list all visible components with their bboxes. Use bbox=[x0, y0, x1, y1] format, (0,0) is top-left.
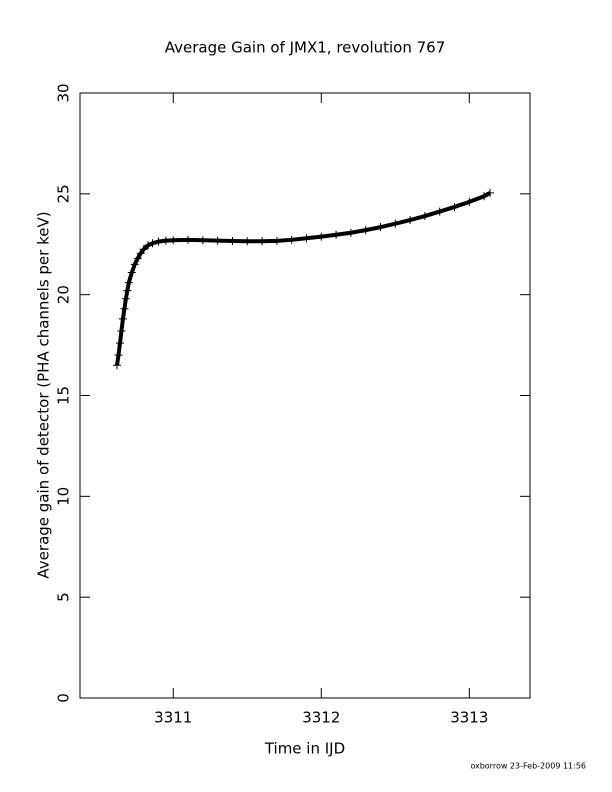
data-point bbox=[144, 241, 153, 250]
data-point bbox=[139, 245, 148, 254]
data-point bbox=[258, 237, 267, 246]
data-point bbox=[198, 236, 207, 245]
data-point bbox=[161, 236, 170, 245]
data-point bbox=[486, 188, 495, 197]
data-point bbox=[154, 237, 163, 246]
data-point bbox=[113, 361, 122, 370]
data-point bbox=[302, 234, 311, 243]
data-point bbox=[272, 236, 281, 245]
x-tick-label: 3313 bbox=[450, 709, 488, 727]
footer: oxborrow 23-Feb-2009 11:56 bbox=[470, 762, 586, 771]
y-tick-label: 25 bbox=[55, 184, 73, 203]
data-point bbox=[406, 216, 415, 225]
data-point bbox=[480, 192, 489, 201]
y-tick-label: 15 bbox=[55, 386, 73, 405]
data-point bbox=[115, 339, 124, 348]
data-point bbox=[184, 235, 193, 244]
y-tick-label: 5 bbox=[55, 592, 73, 602]
data-point bbox=[130, 260, 139, 269]
data-point bbox=[123, 286, 132, 295]
y-tick-label: 20 bbox=[55, 285, 73, 304]
y-tick-label: 30 bbox=[55, 83, 73, 102]
data-point bbox=[148, 239, 157, 248]
data-point bbox=[450, 202, 459, 211]
data-point bbox=[332, 230, 341, 239]
data-point bbox=[117, 326, 126, 335]
data-point bbox=[435, 207, 444, 216]
plot-frame bbox=[79, 92, 531, 699]
data-point bbox=[118, 314, 127, 323]
y-axis-label: Average gain of detector (PHA channels p… bbox=[35, 211, 53, 578]
x-axis-label: Time in IJD bbox=[264, 740, 345, 758]
data-point bbox=[213, 236, 222, 245]
data-point bbox=[133, 254, 142, 263]
data-point bbox=[228, 237, 237, 246]
data-point bbox=[169, 236, 178, 245]
data-line bbox=[115, 191, 492, 366]
data-point bbox=[465, 197, 474, 206]
data-point bbox=[420, 212, 429, 221]
data-point bbox=[346, 228, 355, 237]
y-tick-label: 10 bbox=[55, 487, 73, 506]
data-point bbox=[287, 235, 296, 244]
y-tick-label: 0 bbox=[55, 693, 73, 703]
chart-title: Average Gain of JMX1, revolution 767 bbox=[165, 39, 446, 57]
data-point bbox=[391, 219, 400, 228]
data-point bbox=[121, 294, 130, 303]
x-tick-label: 3311 bbox=[154, 709, 192, 727]
data-point bbox=[127, 268, 136, 277]
x-tick-label: 3312 bbox=[302, 709, 340, 727]
data-point bbox=[136, 249, 145, 258]
data-point bbox=[120, 304, 129, 313]
data-point bbox=[317, 232, 326, 241]
data-point bbox=[376, 223, 385, 232]
data-point bbox=[114, 351, 123, 360]
data-point bbox=[124, 278, 133, 287]
data-point bbox=[361, 226, 370, 235]
data-point bbox=[243, 237, 252, 246]
